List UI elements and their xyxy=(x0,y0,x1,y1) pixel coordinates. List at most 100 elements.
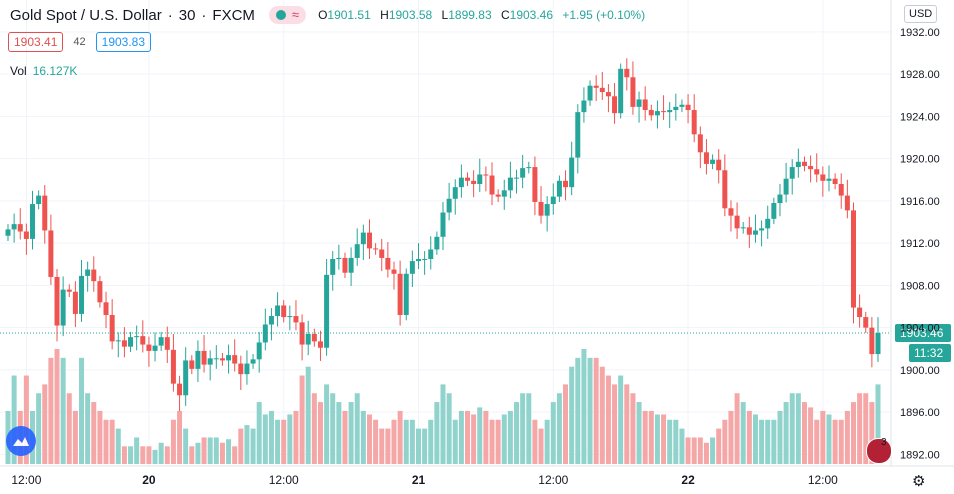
volume-bar xyxy=(311,393,317,464)
candle-body xyxy=(716,159,722,171)
volume-bar xyxy=(23,375,29,464)
volume-bars xyxy=(5,349,881,464)
volume-bar xyxy=(857,393,863,464)
symbol-title[interactable]: Gold Spot / U.S. Dollar xyxy=(10,6,162,24)
candle-body xyxy=(275,305,281,317)
candle-body xyxy=(642,99,648,111)
candle-body xyxy=(814,169,820,175)
candle-body xyxy=(201,350,207,365)
volume-value: 16.127K xyxy=(32,64,78,78)
candle-body xyxy=(232,355,238,364)
candle-body xyxy=(256,342,262,360)
volume-bar xyxy=(207,437,213,464)
volume-bar xyxy=(299,375,305,464)
volume-bar xyxy=(691,437,697,464)
candle-body xyxy=(109,314,115,342)
volume-bar xyxy=(734,393,740,464)
volume-bar xyxy=(348,402,354,464)
volume-bar xyxy=(379,428,385,464)
candle-body xyxy=(287,316,293,318)
x-tick-label: 12:00 xyxy=(538,473,568,487)
volume-bar xyxy=(440,384,446,464)
candle-body xyxy=(244,363,250,375)
candle-body xyxy=(587,85,593,101)
volume-bar xyxy=(507,410,513,464)
candle-body xyxy=(857,307,863,318)
volume-bar xyxy=(636,402,642,464)
candle-body xyxy=(759,228,765,231)
currency-button[interactable]: USD xyxy=(904,5,938,23)
tradingview-logo-icon[interactable] xyxy=(6,426,36,456)
volume-bar xyxy=(170,419,176,464)
volume-bar xyxy=(765,419,771,464)
candle-body xyxy=(746,227,752,235)
candle-body xyxy=(514,177,520,179)
candle-body xyxy=(740,227,746,229)
volume-bar xyxy=(850,402,856,464)
quote-row: 1903.41 42 1903.83 xyxy=(8,32,152,52)
candle-body xyxy=(624,68,630,78)
volume-bar xyxy=(471,414,477,464)
volume-bar xyxy=(612,384,618,464)
y-tick-label: 1908.00 xyxy=(900,280,940,292)
volume-bar xyxy=(238,428,244,464)
volume-bar xyxy=(250,428,256,464)
candle-body xyxy=(605,92,611,97)
volume-bar xyxy=(48,357,54,464)
candle-body xyxy=(238,363,244,375)
exchange-label[interactable]: FXCM xyxy=(212,6,255,24)
candle-body xyxy=(422,258,428,260)
candle-body xyxy=(489,175,495,195)
ohlc-values: O1901.51 H1903.58 L1899.83 C1903.46 +1.9… xyxy=(318,8,646,22)
volume-bar xyxy=(97,410,103,464)
us-flag-icon[interactable] xyxy=(866,438,892,464)
volume-bar xyxy=(287,414,293,464)
candle-body xyxy=(599,87,605,93)
candle-body xyxy=(195,350,201,369)
volume-bar xyxy=(354,393,360,464)
market-status-pill[interactable]: ≈ xyxy=(268,6,307,24)
candle-body xyxy=(11,224,17,230)
volume-bar xyxy=(256,402,262,464)
candle-body xyxy=(795,161,801,168)
volume-bar xyxy=(226,439,232,464)
candle-body xyxy=(636,99,642,107)
volume-bar xyxy=(330,393,336,464)
volume-bar xyxy=(605,375,611,464)
candle-body xyxy=(360,232,366,245)
volume-bar xyxy=(495,419,501,464)
gear-icon[interactable]: ⚙ xyxy=(912,473,926,490)
volume-bar xyxy=(501,414,507,464)
volume-bar xyxy=(532,419,538,464)
volume-bar xyxy=(360,410,366,464)
y-axis: 1932.00 1928.00 1924.00 1920.00 1916.00 1912.… xyxy=(890,0,940,466)
candle-body xyxy=(581,100,587,113)
events-count-badge: 3 xyxy=(881,437,887,448)
volume-bar xyxy=(281,419,287,464)
ask-button[interactable]: 1903.83 xyxy=(95,32,152,52)
candle-body xyxy=(379,249,385,258)
volume-bar xyxy=(679,428,685,464)
candle-body xyxy=(299,322,305,345)
candle-body xyxy=(140,336,146,345)
volume-bar xyxy=(373,419,379,464)
bid-button[interactable]: 1903.41 xyxy=(8,32,64,52)
close-value: 1903.46 xyxy=(509,8,554,22)
candle-body xyxy=(48,230,54,277)
candle-body xyxy=(79,275,85,314)
volume-bar xyxy=(661,414,667,464)
candle-body xyxy=(440,212,446,237)
candle-body xyxy=(91,269,97,282)
volume-bar xyxy=(740,402,746,464)
volume-bar xyxy=(624,384,630,464)
candle-body xyxy=(648,110,654,116)
volume-bar xyxy=(262,414,268,464)
price-tag-value: 1903.46 xyxy=(900,326,944,340)
candle-body xyxy=(72,291,78,314)
interval-label[interactable]: 30 xyxy=(178,6,196,24)
candle-body xyxy=(305,333,311,345)
candle-body xyxy=(128,337,134,347)
candle-body xyxy=(293,316,299,323)
candle-body xyxy=(826,178,832,181)
